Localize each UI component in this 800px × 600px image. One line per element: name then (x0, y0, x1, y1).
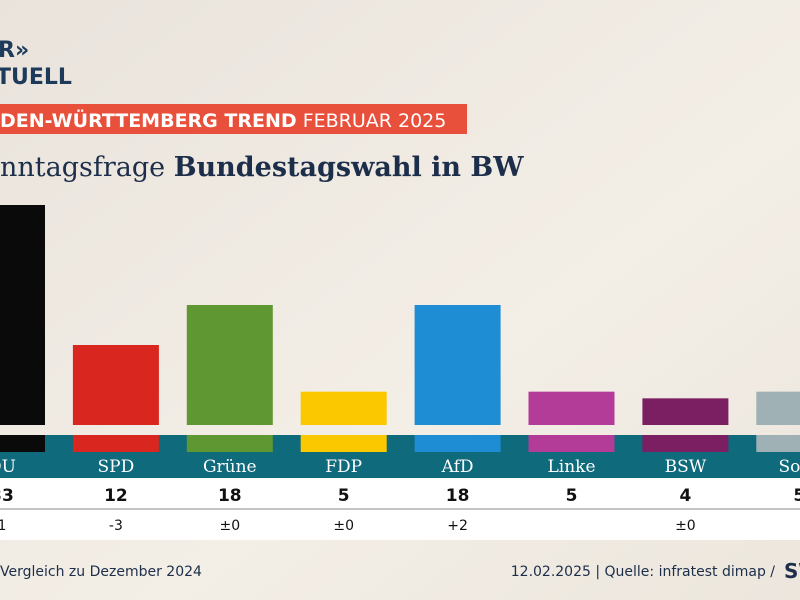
category-label: DU (0, 457, 16, 477)
title-regular: nntagsfrage (0, 152, 165, 183)
category-label: SPD (98, 457, 135, 477)
value-label: 5 (338, 486, 350, 506)
change-label: ±0 (333, 518, 354, 534)
bar-stub (186, 435, 273, 452)
banner-text: DEN-WÜRTTEMBERG TREND FEBRUAR 2025 (0, 108, 446, 132)
value-label: 18 (218, 486, 242, 506)
category-label: Linke (547, 457, 595, 477)
banner-regular: FEBRUAR 2025 (303, 110, 447, 132)
bar (756, 391, 800, 425)
bar-stub (0, 435, 45, 452)
category-label: Sons (779, 457, 800, 477)
bar-stub (72, 435, 159, 452)
category-label: BSW (665, 457, 707, 477)
source: 12.02.2025 | Quelle: infratest dimap / (511, 564, 776, 580)
value-label: 18 (446, 486, 470, 506)
bar (186, 305, 273, 425)
bar (528, 391, 615, 425)
bar-stub (414, 435, 501, 452)
category-label: FDP (325, 457, 362, 477)
bar (642, 398, 729, 425)
bar-stub (528, 435, 615, 452)
bar (300, 391, 387, 425)
banner-bold: DEN-WÜRTTEMBERG TREND (0, 108, 297, 132)
bar (0, 205, 45, 425)
bar (414, 305, 501, 425)
change-label: ±0 (219, 518, 240, 534)
brand: SW (784, 559, 800, 583)
value-label: 4 (679, 486, 691, 506)
change-label: +2 (447, 518, 468, 534)
bar-stub (300, 435, 387, 452)
bar (72, 345, 159, 425)
bar-stub (756, 435, 800, 452)
title-bold: Bundestagswahl in BW (174, 152, 525, 183)
banner (0, 104, 467, 134)
change-label: -3 (109, 518, 123, 534)
bar-stub (642, 435, 729, 452)
value-label: 5 (566, 486, 578, 506)
logo-bottom: TUELL (0, 65, 72, 90)
change-label: ±0 (675, 518, 696, 534)
footnote: Vergleich zu Dezember 2024 (0, 564, 202, 580)
value-label: 12 (104, 486, 128, 506)
chart-title: nntagsfrage Bundestagswahl in BW (0, 152, 524, 183)
value-label: 5 (793, 486, 800, 506)
logo-top: R» (0, 38, 29, 63)
category-label: AfD (441, 457, 474, 477)
category-label: Grüne (203, 457, 257, 477)
value-label: 33 (0, 486, 14, 506)
change-label: 1 (0, 518, 6, 534)
